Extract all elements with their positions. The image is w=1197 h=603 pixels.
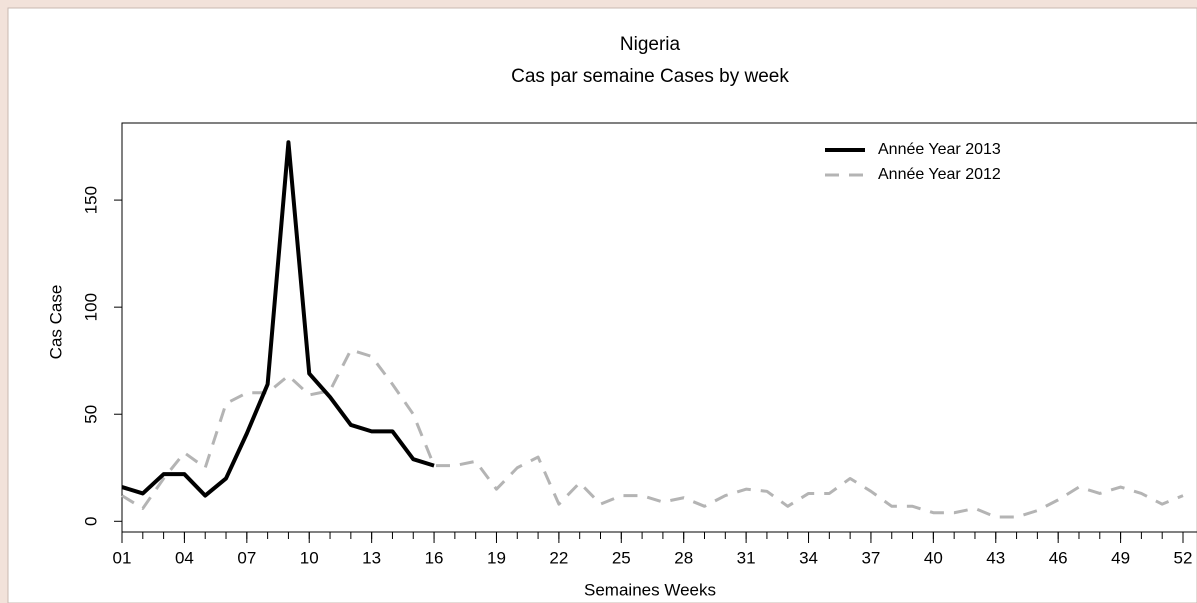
x-tick-label: 40 — [924, 548, 943, 567]
x-tick-label: 52 — [1174, 548, 1193, 567]
x-tick-label: 46 — [1049, 548, 1068, 567]
x-tick-label: 31 — [737, 548, 756, 567]
x-tick-label: 22 — [549, 548, 568, 567]
y-tick-label: 100 — [81, 293, 100, 321]
chart-title: Nigeria — [620, 34, 681, 55]
legend-label: Année Year 2013 — [878, 141, 1001, 158]
x-tick-label: 43 — [986, 548, 1005, 567]
x-tick-label: 13 — [362, 548, 381, 567]
chart-subtitle: Cas par semaine Cases by week — [511, 66, 789, 87]
series-line — [121, 348, 1184, 519]
series-line — [121, 140, 435, 498]
y-tick-label: 50 — [81, 405, 100, 424]
x-tick-label: 07 — [237, 548, 256, 567]
x-tick-label: 19 — [487, 548, 506, 567]
y-tick-label: 150 — [81, 186, 100, 214]
y-tick-label: 0 — [81, 517, 100, 526]
x-tick-label: 49 — [1111, 548, 1130, 567]
legend-label: Année Year 2012 — [878, 166, 1001, 183]
x-tick-label: 16 — [425, 548, 444, 567]
x-tick-label: 25 — [612, 548, 631, 567]
plot-frame — [121, 122, 1197, 533]
x-tick-label: 37 — [861, 548, 880, 567]
x-axis-label: Semaines Weeks — [584, 580, 716, 599]
x-tick-label: 01 — [113, 548, 132, 567]
x-tick-label: 10 — [300, 548, 319, 567]
panel — [7, 7, 1197, 603]
x-tick-label: 28 — [674, 548, 693, 567]
y-axis-label: Cas Case — [46, 285, 65, 360]
x-tick-label: 34 — [799, 548, 818, 567]
x-tick-label: 04 — [175, 548, 194, 567]
